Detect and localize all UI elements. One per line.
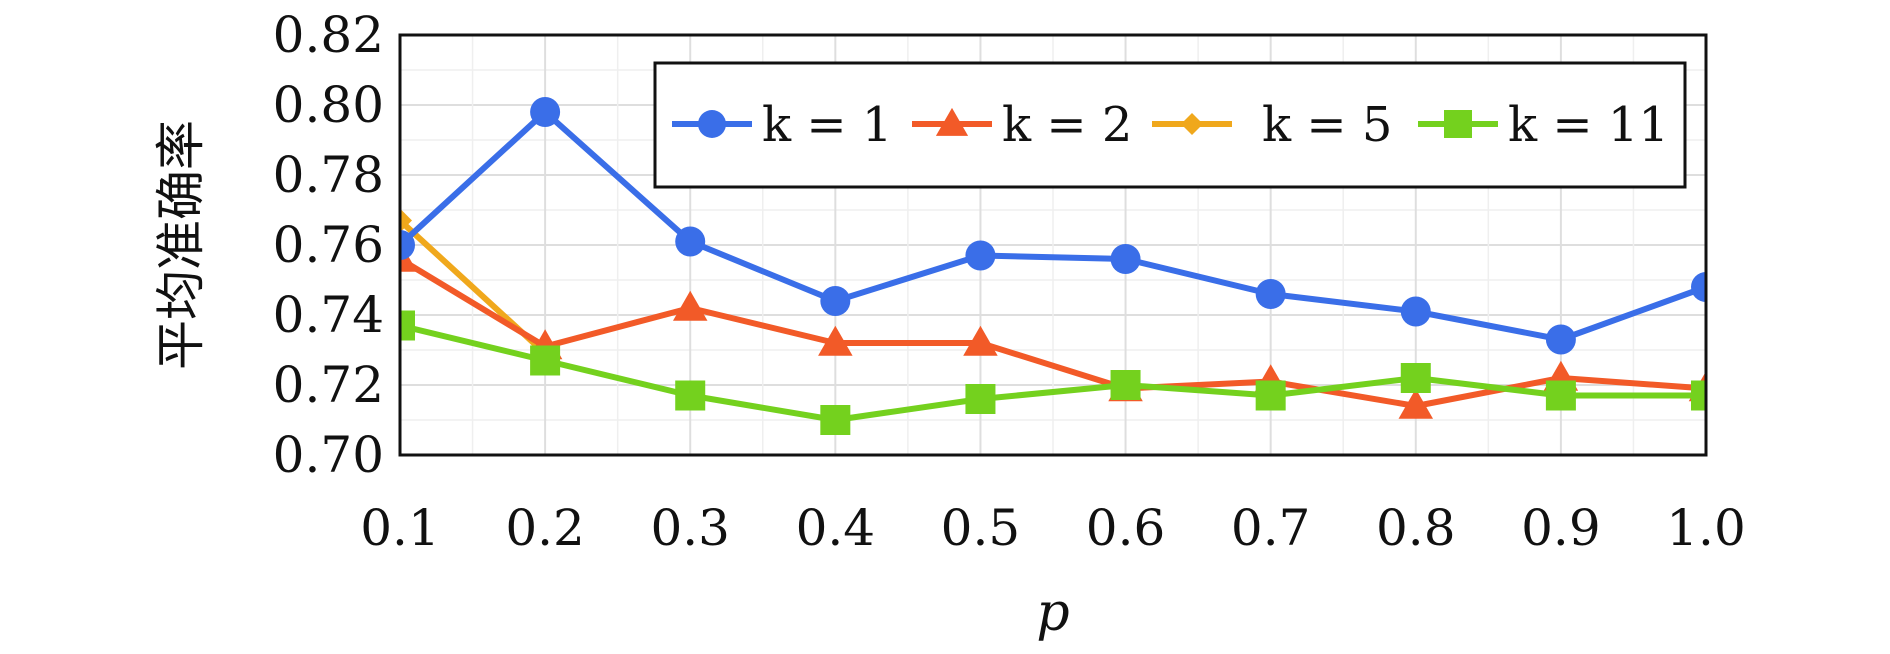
data-point bbox=[820, 405, 851, 435]
x-tick-label: 0.2 bbox=[505, 499, 585, 557]
data-point bbox=[1691, 380, 1706, 411]
series-k-11 bbox=[400, 310, 1706, 435]
data-point bbox=[675, 226, 706, 257]
series-line bbox=[400, 109, 1706, 343]
data-point bbox=[965, 384, 996, 414]
x-tick-label: 0.9 bbox=[1521, 499, 1601, 557]
data-point bbox=[1255, 380, 1286, 411]
x-tick-label: 1.0 bbox=[1666, 499, 1746, 557]
data-point bbox=[530, 345, 561, 376]
y-tick-label: 0.70 bbox=[273, 426, 384, 484]
series-line bbox=[400, 322, 1706, 423]
data-point bbox=[1398, 388, 1434, 419]
y-tick-label: 0.82 bbox=[273, 6, 384, 64]
data-point bbox=[1400, 363, 1431, 393]
legend-marker bbox=[1181, 113, 1203, 135]
legend-marker bbox=[698, 110, 726, 138]
y-tick-label: 0.78 bbox=[273, 146, 384, 204]
data-point bbox=[400, 208, 412, 233]
x-tick-label: 0.4 bbox=[796, 499, 876, 557]
data-point bbox=[963, 325, 998, 356]
x-tick-label: 0.1 bbox=[360, 499, 440, 557]
x-tick-label: 0.5 bbox=[941, 499, 1021, 557]
legend-label: k = 1 bbox=[762, 97, 892, 153]
data-point bbox=[818, 325, 853, 356]
x-tick-label: 0.8 bbox=[1376, 499, 1456, 557]
legend-label: k = 2 bbox=[1002, 97, 1132, 153]
y-axis-label: 平均准确率 bbox=[152, 120, 210, 370]
legend-entry: k = 11 bbox=[1418, 97, 1669, 153]
data-point bbox=[675, 380, 706, 411]
data-point bbox=[1691, 272, 1706, 302]
series-k-1 bbox=[400, 97, 1706, 355]
data-point bbox=[1110, 244, 1141, 274]
legend-entry: k = 2 bbox=[912, 97, 1132, 153]
data-point bbox=[1110, 370, 1141, 400]
data-point bbox=[530, 97, 561, 127]
y-tick-label: 0.76 bbox=[273, 216, 384, 274]
x-tick-label: 0.3 bbox=[650, 499, 730, 557]
tick-labels: 0.70 0.72 0.74 0.76 0.78 0.80 0.82 0.1 0.2 0.3 0.4… bbox=[273, 6, 1746, 557]
data-point bbox=[1545, 324, 1576, 355]
legend-label: k = 5 bbox=[1262, 97, 1392, 153]
data-point bbox=[965, 240, 996, 271]
data-point bbox=[1400, 296, 1431, 327]
legend-marker bbox=[1444, 110, 1472, 138]
legend-marker bbox=[935, 107, 969, 136]
series-line bbox=[400, 256, 1706, 409]
data-point bbox=[400, 230, 415, 260]
legend: k = 1 k = 2 k = 5 k = 11 bbox=[653, 61, 1687, 189]
legend-entry: k = 5 bbox=[1152, 97, 1392, 153]
data-point bbox=[1255, 279, 1286, 309]
y-tick-label: 0.80 bbox=[273, 76, 384, 134]
plot-frame bbox=[398, 33, 1708, 457]
x-axis-label: p bbox=[1036, 583, 1069, 643]
data-point bbox=[672, 290, 708, 321]
legend-label: k = 11 bbox=[1508, 97, 1669, 153]
x-tick-label: 0.6 bbox=[1086, 499, 1166, 557]
data-point bbox=[820, 286, 851, 316]
y-tick-label: 0.74 bbox=[273, 286, 384, 344]
x-tick-label: 0.7 bbox=[1231, 499, 1311, 557]
legend-entry: k = 1 bbox=[672, 97, 892, 153]
series-layer bbox=[400, 97, 1706, 435]
series-clip-group bbox=[400, 97, 1706, 435]
y-tick-label: 0.72 bbox=[273, 356, 384, 414]
data-point bbox=[1545, 380, 1576, 411]
data-point bbox=[400, 310, 415, 341]
